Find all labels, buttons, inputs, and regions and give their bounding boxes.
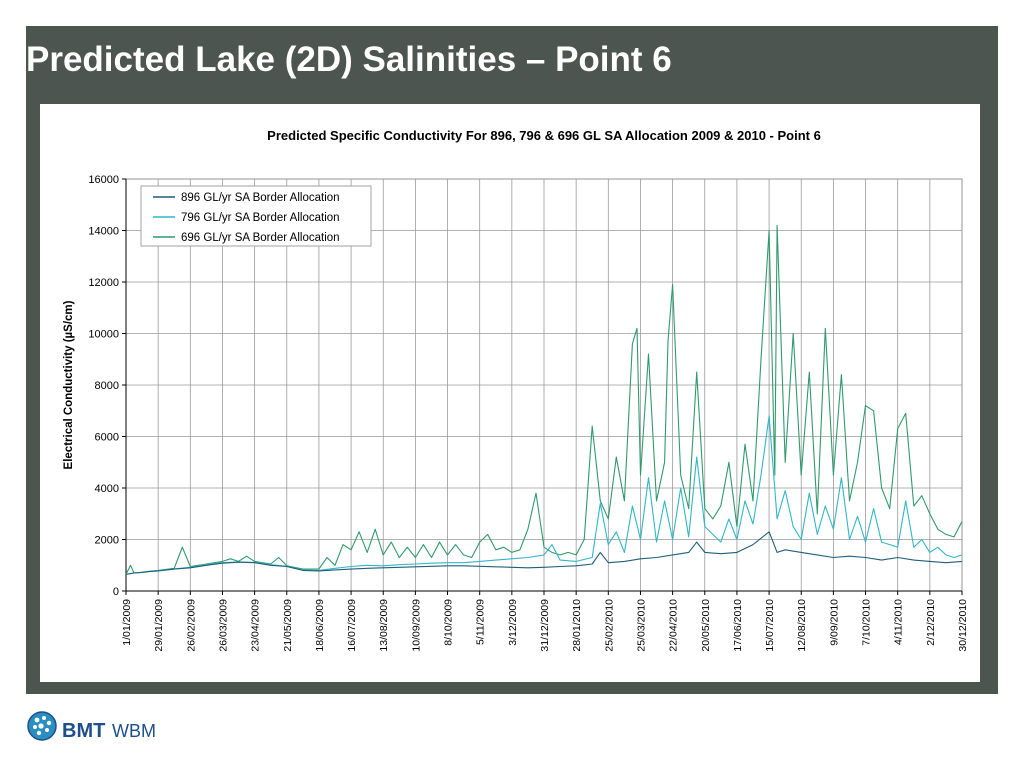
y-tick-label: 2000 (95, 535, 119, 547)
line-chart: Predicted Specific Conductivity For 896,… (63, 128, 969, 652)
bmt-wbm-logo: BMT WBM (26, 708, 156, 752)
x-tick-label: 30/12/2010 (957, 599, 969, 652)
x-tick-label: 10/09/2009 (410, 599, 422, 652)
y-tick-label: 0 (113, 586, 119, 598)
x-tick-label: 13/08/2009 (378, 599, 390, 652)
y-tick-label: 12000 (88, 277, 119, 289)
y-tick-label: 4000 (95, 483, 119, 495)
legend-entry: 696 GL/yr SA Border Allocation (181, 232, 340, 244)
x-tick-label: 3/12/2009 (507, 599, 519, 646)
chart-panel: Predicted Specific Conductivity For 896,… (40, 104, 980, 682)
x-tick-label: 15/07/2010 (764, 599, 776, 652)
x-tick-label: 12/08/2010 (796, 599, 808, 652)
x-tick-label: 16/07/2009 (346, 599, 358, 652)
x-tick-label: 20/05/2010 (700, 599, 712, 652)
slide-title: Predicted Lake (2D) Salinities – Point 6 (26, 40, 672, 79)
logo-brand-text: BMT (62, 720, 106, 742)
y-axis-label: Electrical Conductivity (µS/cm) (63, 300, 75, 469)
logo-division-text: WBM (112, 721, 156, 741)
x-tick-label: 23/04/2009 (250, 599, 262, 652)
x-tick-label: 25/03/2010 (635, 599, 647, 652)
x-tick-label: 1/01/2009 (121, 599, 133, 646)
x-tick-label: 8/10/2009 (443, 599, 455, 646)
x-tick-label: 2/12/2010 (925, 599, 937, 646)
legend-entry: 896 GL/yr SA Border Allocation (181, 192, 340, 204)
x-tick-label: 25/02/2010 (603, 599, 615, 652)
x-tick-label: 17/06/2010 (732, 599, 744, 652)
x-tick-label: 26/03/2009 (217, 599, 229, 652)
chart-title: Predicted Specific Conductivity For 896,… (267, 128, 821, 143)
globe-icon (27, 711, 57, 741)
x-tick-label: 18/06/2009 (314, 599, 326, 652)
x-tick-label: 5/11/2009 (475, 599, 487, 645)
x-tick-label: 28/01/2010 (571, 599, 583, 652)
y-tick-label: 8000 (95, 380, 119, 392)
x-tick-label: 21/05/2009 (282, 599, 294, 652)
x-tick-label: 7/10/2010 (861, 599, 873, 646)
x-tick-label: 29/01/2009 (153, 599, 165, 652)
x-tick-label: 9/09/2010 (828, 599, 840, 646)
x-tick-label: 31/12/2009 (539, 599, 551, 652)
legend-entry: 796 GL/yr SA Border Allocation (181, 212, 340, 224)
x-tick-label: 26/02/2009 (185, 599, 197, 652)
y-tick-label: 10000 (88, 329, 119, 341)
y-tick-label: 14000 (88, 226, 119, 238)
x-tick-label: 22/04/2010 (668, 599, 680, 652)
legend-box (140, 185, 372, 247)
y-tick-label: 16000 (88, 174, 119, 186)
series-line-896 (125, 531, 963, 575)
y-tick-label: 6000 (95, 432, 119, 444)
x-tick-label: 4/11/2010 (893, 599, 905, 645)
